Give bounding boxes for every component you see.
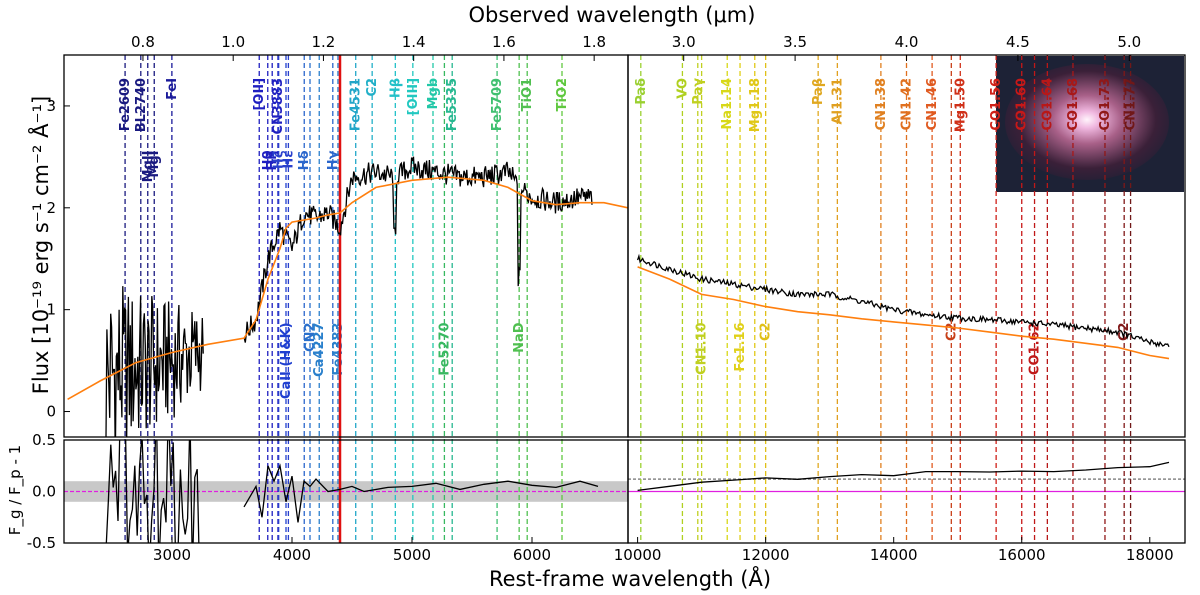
feature-label-2: MgII	[141, 151, 156, 183]
feature-label-12: Hγ	[326, 150, 341, 170]
top-tick-label-2: 4.0	[895, 33, 919, 51]
feature-label-4: Na1.14	[720, 78, 735, 130]
feature-label-18: C2	[365, 78, 380, 97]
top-tick-label-1: 1.0	[221, 33, 245, 51]
feature-label-22: CN1.77	[1124, 78, 1139, 131]
feature-label-3: MgI	[147, 151, 162, 178]
model-spectrum-line	[67, 176, 628, 400]
top-tick-label-0: 0.8	[131, 33, 155, 51]
x-tick-label-1: 4000	[273, 546, 311, 564]
feature-label-8: Paβ	[811, 78, 826, 105]
top-axis-title: Observed wavelength (μm)	[469, 3, 756, 27]
feature-label-15: Ca4227	[312, 322, 327, 377]
residual-y-tick-label-1: 0.0	[32, 483, 56, 501]
feature-label-2: Paγ	[691, 78, 706, 105]
y-tick-label-2: 2	[46, 199, 56, 217]
feature-label-4: FeI	[165, 78, 180, 100]
feature-label-11: CN1.42	[900, 78, 915, 131]
feature-label-1: VO	[675, 78, 690, 99]
feature-label-12: CN1.46	[925, 78, 940, 131]
feature-label-5: [OII]	[252, 78, 267, 111]
feature-label-17: Fe4531	[349, 78, 364, 131]
x-tick-label-3: 6000	[513, 546, 551, 564]
x-tick-label-0: 3000	[153, 546, 191, 564]
feature-label-8: Hη	[265, 151, 280, 171]
top-tick-label-0: 3.0	[672, 33, 696, 51]
feature-label-25: NaD	[512, 322, 527, 353]
panel-near-infrared: Paδ VO Paγ CN1.10 Na1.14 Fe1.16 Mg1.18 C2 Paβ Al1…	[614, 33, 1185, 564]
residual-y-axis-title: F_g / F_p - 1	[6, 445, 25, 535]
feature-label-13: CaII (H&K)	[279, 322, 294, 399]
feature-label-20: CO1.73	[1098, 78, 1113, 131]
top-tick-label-4: 5.0	[1117, 33, 1141, 51]
feature-label-14: Mg1.50	[953, 78, 968, 132]
feature-label-9: Hζ	[272, 150, 287, 169]
bottom-axis-title: Rest-frame wavelength (Å)	[489, 565, 771, 591]
residual-line	[243, 463, 599, 523]
nir-residual-frame	[627, 439, 1186, 544]
feature-label-22: Fe5335	[445, 78, 460, 131]
feature-label-19: Hβ	[388, 78, 403, 98]
feature-label-17: CO1.62	[1028, 322, 1043, 375]
top-tick-label-2: 1.2	[312, 33, 336, 51]
y-tick-label-0: 0	[46, 403, 56, 421]
observed-spectrum-line	[636, 253, 1170, 348]
feature-label-6: Mg1.18	[748, 78, 763, 132]
residual-y-tick-label-0: 0.5	[32, 431, 56, 449]
feature-label-7: C2	[759, 322, 774, 341]
feature-label-1: BL2740	[134, 78, 149, 132]
feature-label-18: CO1.64	[1040, 78, 1055, 131]
top-tick-label-3: 4.5	[1006, 33, 1030, 51]
residual-y-tick-label-2: -0.5	[27, 534, 56, 552]
feature-label-27: TiO2	[555, 78, 570, 111]
feature-label-24: Fe5709	[490, 78, 505, 131]
feature-label-0: Fe2609	[118, 78, 133, 131]
x-tick-label-2: 5000	[393, 546, 431, 564]
feature-label-21: Mgb	[426, 78, 441, 110]
feature-label-5: Fe1.16	[733, 322, 748, 371]
x-tick-label-1: 12000	[742, 546, 790, 564]
x-tick-label-0: 10000	[614, 546, 662, 564]
feature-label-16: Fe4383	[331, 322, 346, 375]
model-spectrum-line	[637, 266, 1170, 360]
feature-label-23: Fe5270	[437, 322, 452, 375]
feature-label-13: C2	[944, 322, 959, 341]
x-tick-label-3: 16000	[998, 546, 1046, 564]
x-tick-label-2: 14000	[870, 546, 918, 564]
feature-label-26: TiO1	[520, 78, 535, 111]
feature-label-3: CN1.10	[695, 322, 710, 375]
y-tick-label-3: 3	[46, 97, 56, 115]
top-tick-label-5: 1.8	[582, 33, 606, 51]
feature-label-20: [OIII]	[406, 78, 421, 115]
feature-label-14: CN2	[303, 322, 318, 351]
galaxy-thumbnail	[996, 56, 1184, 192]
feature-label-11: Hδ	[297, 150, 312, 170]
feature-label-19: CO1.68	[1066, 78, 1081, 131]
x-tick-label-4: 18000	[1126, 546, 1174, 564]
top-tick-label-1: 3.5	[783, 33, 807, 51]
feature-label-0: Paδ	[634, 78, 649, 105]
top-tick-label-4: 1.6	[492, 33, 516, 51]
residual-noise-line	[105, 440, 200, 543]
y-tick-label-1: 1	[46, 301, 56, 319]
feature-label-10: Hε	[281, 151, 296, 169]
feature-label-10: CN1.38	[874, 78, 889, 131]
feature-label-16: CO1.60	[1015, 78, 1030, 131]
residual-line	[637, 461, 1170, 492]
y-axis-title: Flux [10⁻¹⁹ erg s⁻¹ cm⁻² Å⁻¹]	[27, 96, 53, 394]
feature-label-15: CO1.56	[989, 78, 1004, 131]
top-tick-label-3: 1.4	[402, 33, 426, 51]
nir-panel-frame	[627, 54, 1186, 438]
feature-label-9: Al1.31	[830, 78, 845, 125]
